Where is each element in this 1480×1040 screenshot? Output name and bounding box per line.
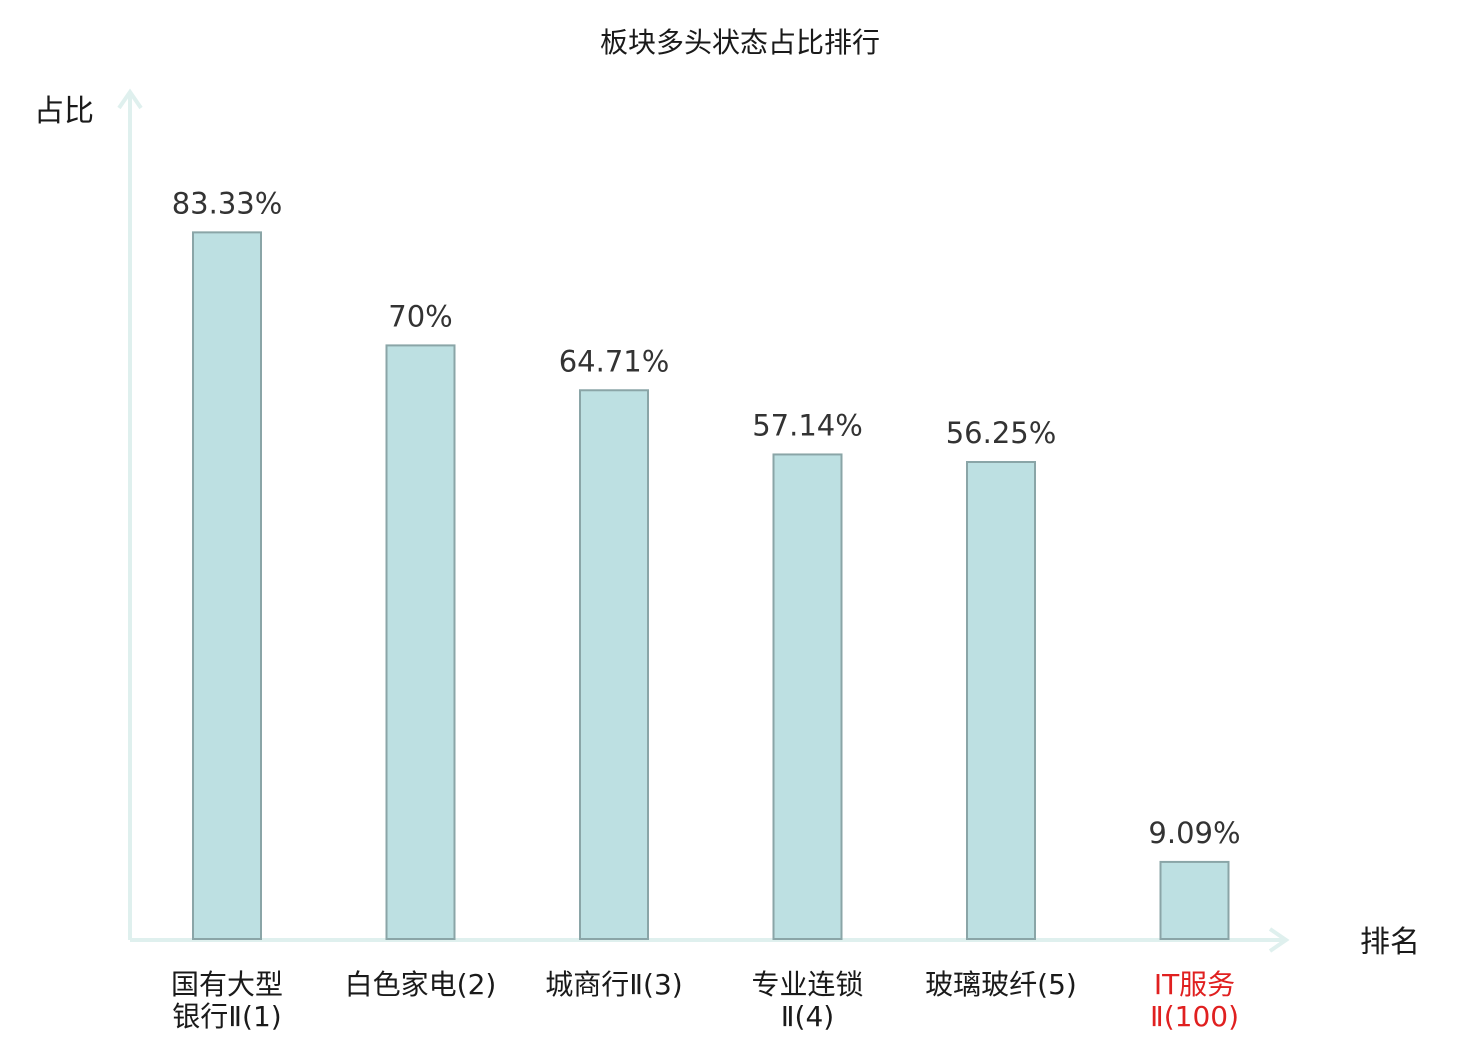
data-label: 57.14% [752, 408, 863, 442]
category-label-line: Ⅱ(100) [1150, 1000, 1239, 1033]
chart-title: 板块多头状态占比排行 [600, 26, 880, 59]
bar [966, 461, 1036, 940]
category-label-line: 专业连锁 [751, 968, 863, 1001]
category-label-line: 银行Ⅱ(1) [172, 1000, 281, 1033]
data-label: 56.25% [946, 416, 1057, 450]
bar [579, 389, 649, 940]
x-axis-label: 排名 [1360, 925, 1420, 960]
bar [385, 344, 456, 940]
category-label: 国有大型银行Ⅱ(1) [171, 968, 283, 1033]
category-labels-group: 国有大型银行Ⅱ(1) 白色家电(2) 城商行Ⅱ(3) 专业连锁 Ⅱ(4) 玻璃玻纤(5) I… [171, 968, 1239, 1033]
y-axis-label: 占比 [34, 94, 94, 129]
category-label-line: 玻璃玻纤(5) [925, 968, 1077, 1001]
y-axis-arrow-icon [117, 88, 143, 110]
category-label: 专业连锁 Ⅱ(4) [751, 968, 863, 1033]
category-label-line: Ⅱ(4) [781, 1000, 834, 1033]
category-label: 玻璃玻纤(5) [925, 968, 1077, 1001]
bar [772, 453, 843, 940]
bar [192, 231, 262, 941]
category-label: 城商行Ⅱ(3) [545, 968, 682, 1001]
data-label: 64.71% [559, 344, 670, 378]
data-label: 83.33% [172, 186, 283, 220]
category-label-line: 国有大型 [171, 968, 283, 1001]
category-label-line: 白色家电(2) [345, 968, 497, 1001]
bars-group [192, 231, 1230, 941]
axes [117, 88, 1290, 953]
category-label-line: IT服务 [1154, 968, 1235, 1001]
x-axis-arrow-icon [1268, 927, 1290, 953]
data-label: 70% [388, 299, 452, 333]
bar [1159, 860, 1230, 941]
category-label: IT服务 Ⅱ(100) [1150, 968, 1239, 1033]
data-labels-group: 83.33% 70% 64.71% 57.14% 56.25% 9.09% [172, 186, 1241, 850]
data-label: 9.09% [1148, 816, 1240, 850]
category-label: 白色家电(2) [345, 968, 497, 1001]
category-label-line: 城商行Ⅱ(3) [545, 968, 682, 1001]
